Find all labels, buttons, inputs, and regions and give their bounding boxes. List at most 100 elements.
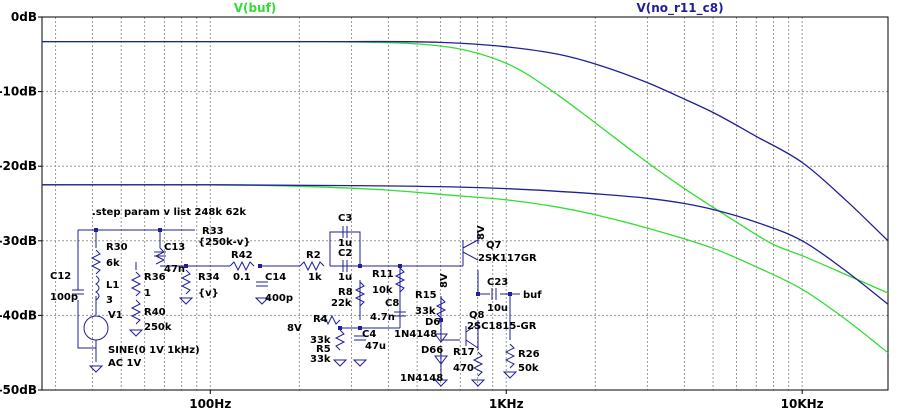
label-v1-sine: SINE(0 1V 1kHz)	[108, 345, 200, 356]
label-c2-value: 1u	[338, 272, 352, 283]
ground-symbol	[433, 379, 449, 387]
legend-v-buf: V(buf)	[234, 1, 277, 15]
label-d6-value: 1N4148	[394, 329, 437, 340]
label-c13-value: 47n	[164, 264, 185, 275]
resistor-r4	[319, 314, 341, 326]
ground-symbol	[502, 371, 518, 379]
y-tick-label: -30dB	[0, 234, 37, 248]
series-line-3	[42, 184, 889, 305]
label-r8-value: 22k	[331, 298, 352, 309]
label-q8: Q8	[469, 310, 485, 321]
label-q7-value: 2SK117GR	[478, 253, 537, 264]
label-r42: R42	[231, 250, 253, 261]
label-r40-value: 250k	[144, 322, 172, 333]
label-c14: C14	[265, 272, 286, 283]
label-r15-value: 33k	[415, 306, 436, 317]
label-r5: R5	[316, 344, 331, 355]
label-r30: R30	[106, 242, 128, 253]
resistor-r26	[504, 343, 516, 369]
label-r26: R26	[518, 349, 540, 360]
resistor-r15	[435, 297, 447, 319]
node-dot	[439, 318, 443, 322]
label-l1-value: 3	[106, 295, 113, 306]
resistor-r30	[90, 249, 102, 275]
x-tick-label: 100Hz	[189, 397, 231, 411]
label-d6: D6	[425, 317, 440, 328]
node-dot	[398, 264, 402, 268]
label-r2-value: 1k	[308, 272, 322, 283]
label-8v-r15: 8V	[439, 273, 450, 288]
node-dot	[476, 292, 480, 296]
ground-symbol	[470, 379, 486, 387]
y-tick-label: -40dB	[0, 308, 37, 322]
resistor-r36	[130, 271, 142, 297]
ground-symbol	[128, 329, 144, 337]
label-r4: R4	[313, 314, 328, 325]
node-dot	[358, 326, 362, 330]
label-c23-value: 10u	[487, 303, 508, 314]
legend-v-no-r11-c8: V(no_r11_c8)	[636, 1, 723, 16]
node-dot	[158, 228, 162, 232]
wire	[329, 231, 361, 266]
resistor-r5	[334, 329, 346, 351]
label-r26-value: 50k	[518, 363, 539, 374]
label-r5-value: 33k	[310, 354, 331, 365]
label-c3: C3	[338, 213, 352, 224]
node-dot	[358, 264, 362, 268]
resistor-r2	[299, 260, 325, 272]
label-r33-value: {250k-v}	[198, 237, 250, 248]
label-c12: C12	[50, 271, 71, 282]
label-c2: C2	[338, 248, 352, 259]
ground-symbol	[332, 359, 348, 367]
label-c23: C23	[487, 277, 508, 288]
label-q8-value: 2SC1815-GR	[467, 321, 537, 332]
resistor-r11	[394, 267, 406, 293]
label-c3-value: 1u	[338, 238, 352, 249]
label-c8-value: 4.7n	[370, 312, 395, 323]
label-buf: buf	[523, 290, 542, 301]
node-dot	[258, 264, 262, 268]
step-directive: .step param v list 248k 62k	[92, 207, 246, 218]
label-r36: R36	[144, 272, 166, 283]
curves	[42, 40, 889, 354]
transistor-q8	[465, 323, 479, 333]
label-l1: L1	[106, 280, 119, 291]
y-tick-label: -50dB	[0, 383, 37, 397]
resistor-r17	[472, 351, 484, 377]
ground-symbol	[254, 297, 270, 305]
label-d66-value: 1N4148	[400, 373, 443, 384]
label-r34-value: {v}	[198, 288, 219, 299]
label-c13: C13	[164, 242, 185, 253]
label-r4-value: 33k	[310, 335, 331, 346]
y-tick-label: -10dB	[0, 85, 37, 99]
label-v1: V1	[108, 310, 123, 321]
inductor-l1	[95, 275, 100, 301]
schematic	[72, 226, 520, 387]
y-tick-label: 0dB	[11, 10, 37, 24]
transistor-q7	[462, 251, 479, 261]
node-dot	[94, 228, 98, 232]
label-r8: R8	[338, 287, 353, 298]
resistor-r42	[229, 260, 255, 272]
x-tick-label: 1KHz	[489, 397, 524, 411]
wire	[77, 300, 96, 349]
ground-symbol	[352, 359, 368, 367]
wire	[440, 296, 460, 341]
label-r15: R15	[415, 290, 437, 301]
schematic-labels: .step param v list 248k 62k R30 6k R33 {…	[50, 207, 542, 384]
label-v1-ac: AC 1V	[108, 358, 142, 369]
label-c12-value: 100p	[50, 292, 78, 303]
resistor-r8	[354, 281, 366, 307]
node-dot	[338, 326, 342, 330]
label-c4: C4	[362, 329, 376, 340]
label-r34: R34	[198, 272, 220, 283]
resistor-r34	[180, 269, 192, 295]
diode-d6	[434, 333, 448, 343]
label-r11-value: 10k	[372, 285, 393, 296]
y-tick-label: -20dB	[0, 159, 37, 173]
source-v1	[83, 315, 109, 341]
transistor-q8	[465, 339, 479, 349]
node-dot	[508, 292, 512, 296]
